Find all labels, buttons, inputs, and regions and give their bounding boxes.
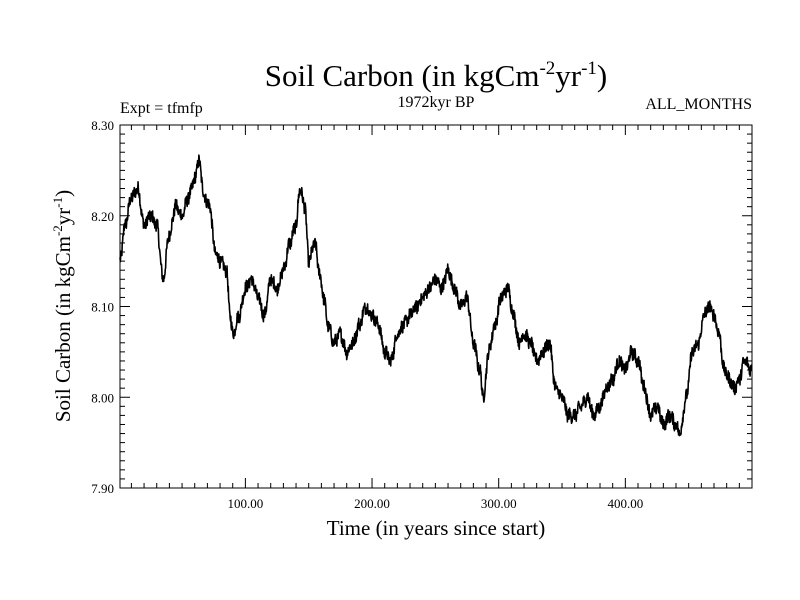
period-label: 1972kyr BP	[398, 94, 475, 111]
x-axis-label: Time (in years since start)	[327, 516, 546, 540]
y-tick-label: 8.10	[91, 300, 114, 315]
y-axis-label: Soil Carbon (in kgCm-2yr-1)	[50, 190, 75, 422]
plot-frame	[119, 124, 753, 489]
series-line-soil-carbon	[119, 154, 753, 437]
x-tick-label: 200.00	[354, 496, 390, 511]
x-tick-label: 100.00	[228, 496, 264, 511]
expt-label: Expt = tfmfp	[120, 100, 203, 117]
months-label: ALL_MONTHS	[645, 96, 752, 113]
x-tick-label: 400.00	[607, 496, 643, 511]
y-tick-label: 8.30	[91, 118, 114, 133]
y-tick-label: 8.20	[91, 209, 114, 224]
y-tick-label: 7.90	[91, 481, 114, 496]
axes: 100.00 200.00 300.00 400.00 7.90 8.00 8.10 8.20…	[91, 118, 752, 511]
y-tick-label: 8.00	[91, 390, 114, 405]
x-tick-label: 300.00	[481, 496, 517, 511]
chart-title: Soil Carbon (in kgCm-2yr-1)	[265, 58, 608, 93]
